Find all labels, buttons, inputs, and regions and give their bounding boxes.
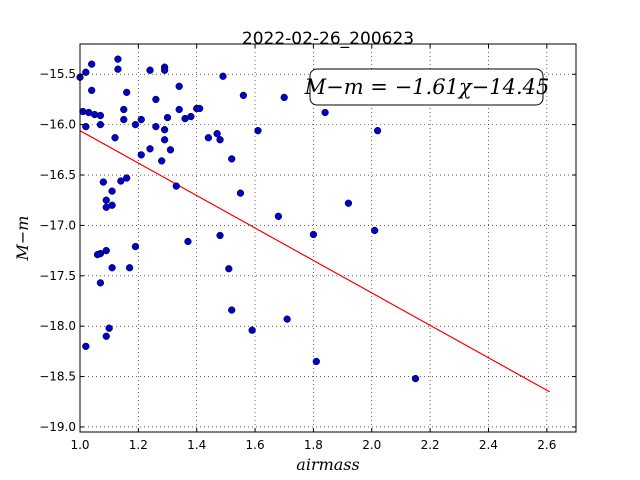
data-point	[137, 151, 145, 159]
data-point	[216, 231, 224, 240]
data-point	[123, 88, 131, 97]
data-point	[254, 127, 262, 135]
data-point	[216, 136, 224, 144]
data-point	[120, 105, 128, 114]
data-point	[146, 145, 154, 153]
data-point	[225, 265, 233, 273]
annotation-box	[309, 68, 544, 106]
data-point	[146, 66, 154, 74]
y-tick-label: −16.0	[39, 118, 76, 132]
data-point	[373, 127, 382, 135]
fit-equation-annotation: M−m = −1.61χ−14.45	[304, 68, 550, 106]
y-tick-label: −18.0	[39, 319, 76, 333]
x-tick-label: 1.0	[70, 438, 89, 452]
y-axis-label: M−m	[13, 216, 32, 262]
data-point	[131, 242, 140, 251]
annotation-text: M−m = −1.61χ−14.45	[304, 75, 550, 99]
data-point	[117, 177, 125, 185]
chart-title: 2022-02-26_200623	[242, 29, 414, 49]
data-point	[137, 115, 145, 124]
x-tick-label: 1.4	[187, 438, 206, 452]
plot-frame	[79, 43, 577, 433]
data-point	[204, 134, 213, 142]
data-point	[108, 187, 116, 195]
data-point	[108, 201, 116, 209]
data-point	[160, 136, 169, 144]
data-point	[158, 157, 166, 165]
x-tick-label: 2.2	[421, 438, 440, 452]
data-point	[236, 189, 245, 197]
data-point	[96, 279, 105, 287]
data-point	[312, 357, 320, 366]
x-tick-label: 2.4	[479, 438, 498, 452]
data-point	[160, 126, 169, 134]
data-point	[114, 65, 122, 73]
data-point	[163, 113, 172, 122]
data-point	[152, 95, 160, 104]
data-point	[96, 111, 105, 120]
fit-line	[79, 130, 551, 393]
data-point	[88, 86, 96, 95]
data-point	[102, 196, 110, 204]
data-point	[248, 326, 256, 334]
data-point	[82, 342, 90, 350]
y-tick-label: −15.5	[39, 67, 76, 81]
y-tick-label: −17.5	[39, 269, 76, 283]
data-point	[344, 199, 353, 207]
data-point	[152, 122, 160, 131]
axis-ticks: 1.0 1.2 1.4 1.6 1.8 2.0 2.2 2.4 2.6 −15.5 −16.0 −16…	[39, 44, 576, 452]
data-point	[184, 237, 192, 246]
data-point	[175, 105, 183, 114]
y-tick-label: −18.5	[39, 370, 76, 384]
data-points	[76, 55, 420, 383]
y-tick-label: −19.0	[39, 420, 76, 434]
data-point	[228, 155, 236, 163]
data-point	[102, 332, 110, 340]
data-point	[195, 104, 204, 113]
y-tick-label: −16.5	[39, 168, 76, 182]
data-point	[99, 178, 107, 186]
data-point	[283, 315, 291, 323]
data-point	[280, 93, 288, 102]
data-point	[371, 226, 379, 235]
data-point	[114, 55, 122, 63]
data-point	[309, 230, 318, 239]
fit-line-group	[79, 130, 551, 393]
x-tick-label: 1.8	[304, 438, 323, 452]
x-tick-label: 1.2	[129, 438, 148, 452]
x-tick-label: 2.6	[537, 438, 556, 452]
data-point	[172, 182, 180, 190]
data-point	[96, 120, 105, 129]
data-point	[160, 66, 169, 74]
data-point	[102, 246, 110, 255]
data-point	[88, 60, 96, 68]
data-point	[228, 306, 236, 314]
data-point	[411, 374, 420, 383]
x-axis-label: airmass	[296, 455, 359, 474]
data-point	[131, 120, 140, 129]
data-point	[175, 82, 183, 90]
data-point	[166, 146, 175, 154]
data-point	[213, 130, 221, 138]
data-point	[108, 264, 116, 272]
data-point	[239, 91, 248, 100]
data-point	[187, 112, 195, 121]
data-point	[125, 264, 134, 272]
x-tick-label: 2.0	[362, 438, 381, 452]
data-point	[274, 212, 283, 220]
data-point	[82, 68, 90, 76]
data-point	[123, 174, 131, 182]
data-point	[111, 134, 119, 142]
data-point	[120, 115, 128, 124]
data-point	[93, 250, 102, 259]
data-point	[79, 107, 87, 116]
y-tick-label: −17.0	[39, 218, 76, 232]
data-point	[82, 122, 90, 131]
data-point	[321, 108, 329, 117]
x-tick-label: 1.6	[246, 438, 265, 452]
data-point	[105, 324, 113, 332]
data-point	[219, 72, 227, 80]
